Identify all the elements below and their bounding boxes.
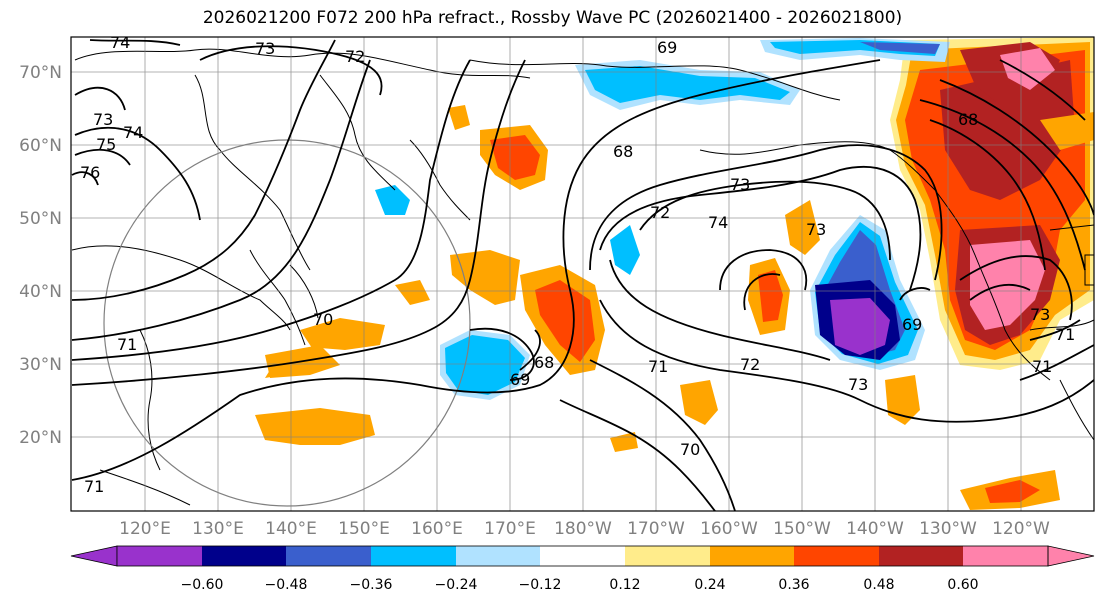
- colorbar-segment: [202, 546, 286, 566]
- colorbar-tick-label: 0.60: [947, 577, 978, 593]
- map-title: 2026021200 F072 200 hPa refract., Rossby…: [202, 8, 903, 28]
- colorbar-segment: [625, 546, 710, 566]
- contour-label: 72: [650, 203, 670, 222]
- colorbar-segment: [286, 546, 371, 566]
- contour-label: 71: [84, 477, 104, 496]
- colorbar-tick-label: 0.36: [778, 577, 809, 593]
- contour-label: 71: [648, 357, 668, 376]
- lon-tick-label: 150°W: [773, 519, 831, 539]
- colorbar-segment: [963, 546, 1048, 566]
- colorbar-segment: [540, 546, 625, 566]
- coastlines: [71, 48, 1094, 506]
- colorbar-tick-label: −0.36: [350, 577, 393, 593]
- contour-label: 71: [117, 335, 137, 354]
- contour-label: 73: [848, 375, 868, 394]
- lon-tick-label: 170°E: [484, 519, 536, 539]
- contour-label: 69: [902, 315, 922, 334]
- longitude-labels: 120°E 130°E 140°E 150°E 160°E 170°E 180°…: [119, 519, 1050, 539]
- contour-label: 68: [534, 353, 554, 372]
- lon-tick-label: 130°E: [192, 519, 244, 539]
- map-frame: [70, 36, 1095, 512]
- colorbar-frame: [116, 545, 1049, 567]
- contour-label: 68: [613, 142, 633, 161]
- colorbar-tick-label: −0.12: [519, 577, 562, 593]
- contour-label: 74: [708, 213, 728, 232]
- region-circle: [103, 139, 471, 507]
- contour-label: 72: [740, 355, 760, 374]
- contour-label: 70: [313, 310, 333, 329]
- contour-label: 73: [93, 110, 113, 129]
- contour-labels: 74 73 72 75 74 76 73 71 70 69 68 68 69 7…: [80, 33, 1075, 496]
- colorbar-tick-label: −0.48: [265, 577, 308, 593]
- colorbar-under-triangle: [70, 545, 118, 567]
- lon-tick-label: 160°W: [700, 519, 758, 539]
- lon-tick-label: 120°E: [119, 519, 171, 539]
- contour-label: 73: [730, 175, 750, 194]
- contour-label: 70: [680, 440, 700, 459]
- contour-label: 69: [657, 38, 677, 57]
- contour-label: 68: [958, 110, 978, 129]
- lat-tick-label: 20°N: [19, 428, 62, 448]
- lon-tick-label: 180°W: [554, 519, 612, 539]
- colorbar-tick-label: 0.48: [863, 577, 894, 593]
- contour-label: 74: [123, 123, 143, 142]
- lon-tick-label: 120°W: [992, 519, 1050, 539]
- colorbar-tick-label: 0.24: [694, 577, 725, 593]
- colorbar-over-triangle: [1047, 545, 1095, 567]
- colorbar-tick-label: 0.12: [609, 577, 640, 593]
- latitude-labels: 70°N 60°N 50°N 40°N 30°N 20°N: [19, 63, 62, 448]
- height-contours: [71, 39, 1094, 511]
- lon-tick-label: 130°W: [919, 519, 977, 539]
- colorbar-tick-label: −0.24: [435, 577, 478, 593]
- contour-label: 74: [110, 33, 130, 52]
- lat-tick-label: 70°N: [19, 63, 62, 83]
- lon-tick-label: 140°E: [265, 519, 317, 539]
- lat-tick-label: 60°N: [19, 136, 62, 156]
- colorbar-segment: [456, 546, 540, 566]
- contour-label: 73: [1030, 305, 1050, 324]
- lon-tick-label: 140°W: [846, 519, 904, 539]
- contour-label: 73: [806, 220, 826, 239]
- colorbar-segment: [117, 546, 202, 566]
- colorbar-segment: [879, 546, 963, 566]
- lat-tick-label: 40°N: [19, 282, 62, 302]
- colorbar-segment: [371, 546, 456, 566]
- lon-tick-label: 170°W: [627, 519, 685, 539]
- contour-label: 72: [345, 47, 365, 66]
- contour-label: 69: [510, 370, 530, 389]
- lon-tick-label: 150°E: [338, 519, 390, 539]
- graticule: [71, 37, 1094, 511]
- contour-label: 73: [255, 39, 275, 58]
- lat-tick-label: 50°N: [19, 209, 62, 229]
- colorbar: −0.60 −0.48 −0.36 −0.24 −0.12 0.12 0.24 …: [70, 545, 1095, 593]
- lon-tick-label: 160°E: [411, 519, 463, 539]
- contour-label: 76: [80, 163, 100, 182]
- contour-label: 75: [96, 135, 116, 154]
- colorbar-segment: [710, 546, 794, 566]
- contour-label: 71: [1032, 357, 1052, 376]
- colorbar-tick-label: −0.60: [181, 577, 224, 593]
- colorbar-segment: [794, 546, 879, 566]
- contour-label: 71: [1055, 325, 1075, 344]
- lat-tick-label: 30°N: [19, 355, 62, 375]
